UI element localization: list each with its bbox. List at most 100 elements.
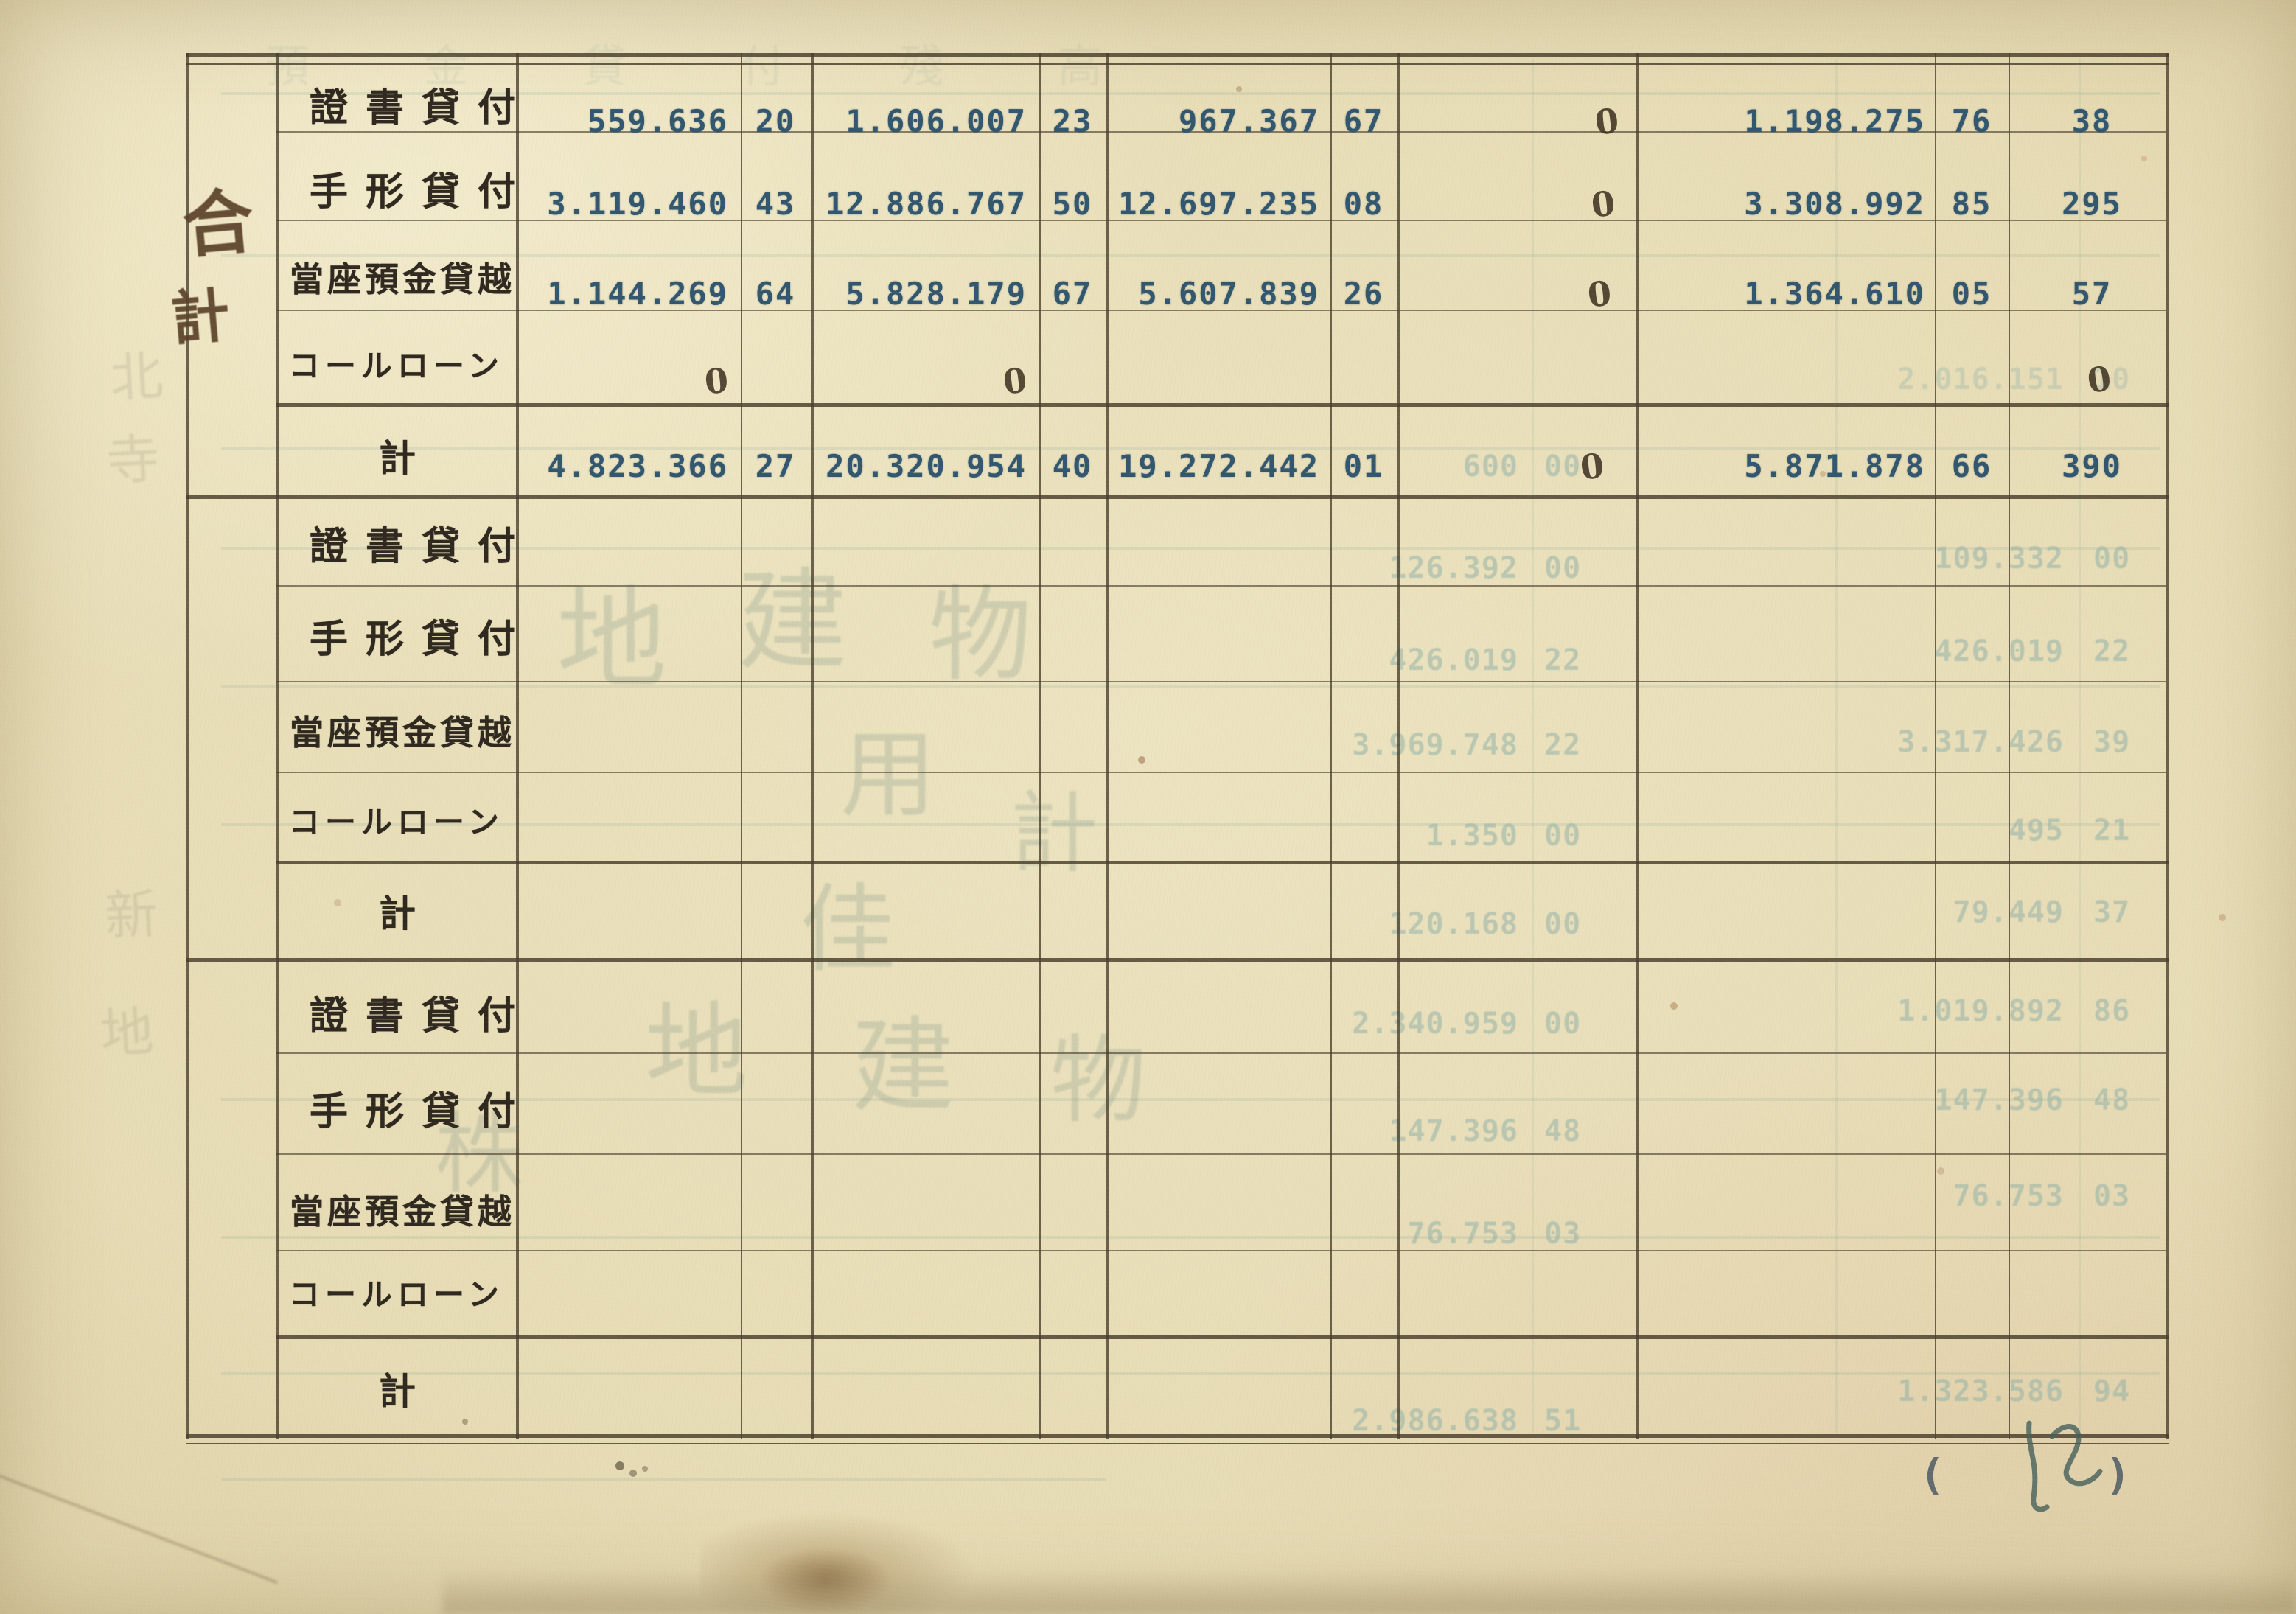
table-column-rule (811, 53, 814, 1439)
bleed-cents: 00 (1544, 819, 1582, 853)
ink-specks (0, 0, 4, 4)
bleed-cents: 51 (1544, 1404, 1582, 1438)
handwritten-zero: 0 (702, 360, 730, 402)
bleed-kanji-ghost: 用 (840, 723, 937, 829)
bleed-kanji-ghost: 物 (928, 579, 1033, 694)
row-label: 計 (379, 893, 416, 934)
row-label: 當座預金貸越 (290, 261, 515, 298)
table-column-rule (186, 53, 189, 1439)
table-column-rule (2166, 53, 2169, 1439)
table-row-rule (276, 1250, 2166, 1251)
bleed-amount: 147.396 (1934, 1083, 2064, 1117)
amount-cell: 20.320.954 (826, 448, 1027, 484)
bleed-column-line (1835, 59, 1838, 1433)
handwritten-zero: 0 (1589, 183, 1617, 226)
table-block-rule (186, 495, 2169, 499)
bleed-cents: 22 (1544, 728, 1582, 762)
amount-cell: 1.144.269 (547, 276, 728, 312)
bleed-header-ghost: 貸 (582, 43, 632, 91)
table-column-rule (1106, 53, 1109, 1439)
count-cell: 390 (2062, 448, 2122, 484)
table-row-rule (276, 1153, 2166, 1155)
bleed-amount: 76.753 (1953, 1179, 2064, 1213)
handwritten-zero: 0 (2084, 358, 2114, 401)
table-column-rule (1636, 53, 1639, 1439)
table-column-rule (2009, 53, 2010, 1439)
handwritten-zero: 0 (1585, 273, 1613, 315)
bleed-kanji-ghost: 佳 (799, 878, 896, 984)
bleed-amount: 109.332 (1934, 542, 2064, 576)
bleed-row-line (221, 447, 2160, 450)
bleed-cents: 94 (2093, 1374, 2131, 1408)
bleed-amount: 76.753 (1407, 1217, 1518, 1251)
bleed-row-line (221, 92, 2160, 95)
row-label: 手形貸付 (310, 1091, 534, 1133)
table-row-rule (276, 220, 2166, 221)
bleed-amount: 79.449 (1953, 895, 2064, 929)
amount-cell: 1.198.275 (1744, 103, 1925, 139)
count-cell: 295 (2062, 186, 2122, 222)
sen-cell: 66 (1951, 448, 1992, 484)
sen-cell: 05 (1951, 276, 1992, 312)
bleed-cents: 22 (1544, 643, 1582, 677)
bleed-row-line (221, 823, 2160, 826)
bleed-cents: 37 (2093, 895, 2131, 929)
amount-cell: 4.823.366 (547, 448, 728, 484)
bleed-amount: 2.016.151 (1897, 363, 2064, 396)
sen-cell: 43 (755, 186, 796, 222)
amount-cell: 1.606.007 (845, 103, 1027, 139)
table-column-rule (1330, 53, 1332, 1439)
bleed-header-ghost: 金 (424, 43, 474, 91)
amount-cell: 5.607.839 (1138, 276, 1319, 312)
bleed-cents: 22 (2093, 635, 2131, 668)
row-label: 計 (379, 1371, 416, 1412)
amount-cell: 967.367 (1178, 103, 1319, 139)
bleed-cents: 39 (2093, 725, 2131, 759)
bleed-amount: 1.019.892 (1897, 994, 2064, 1028)
table-block-rule (186, 1443, 2169, 1444)
table-row-rule (276, 681, 2166, 682)
sen-cell: 85 (1951, 186, 1992, 222)
amount-cell: 1.364.610 (1744, 276, 1925, 312)
amount-cell: 12.886.767 (826, 186, 1027, 222)
bleed-amount: 120.168 (1389, 907, 1518, 941)
bleed-amount: 126.392 (1389, 551, 1518, 585)
row-label: 手形貸付 (310, 619, 534, 661)
sen-cell: 64 (755, 276, 796, 312)
amount-cell: 19.272.442 (1118, 448, 1319, 484)
bleed-kanji-ghost: 計 (1010, 785, 1098, 883)
amount-cell: 5.871.878 (1744, 448, 1925, 484)
table-column-rule (516, 53, 519, 1439)
bleed-header-ghost: 高 (1058, 43, 1108, 91)
bleed-row-line (221, 547, 2160, 550)
bleed-amount: 147.396 (1389, 1114, 1518, 1148)
bleed-kanji-ghost: 物 (1050, 1029, 1147, 1135)
row-label: 當座預金貸越 (290, 1193, 515, 1231)
count-cell: 57 (2071, 276, 2112, 312)
sen-cell: 67 (1052, 276, 1093, 312)
bleed-amount: 2.340.959 (1352, 1007, 1518, 1041)
table-row-rule (276, 310, 2166, 311)
bleed-amount: 3.969.748 (1352, 728, 1518, 762)
bleed-kanji-ghost: 建 (736, 561, 848, 684)
sen-cell: 26 (1343, 276, 1384, 312)
handwritten-group-label-char: 合 (179, 182, 257, 267)
bleed-cents: 10 (2093, 363, 2131, 396)
row-label: 當座預金貸越 (290, 714, 515, 752)
row-label: 證書貸付 (310, 526, 534, 568)
bleed-row-line (221, 1478, 1106, 1481)
table-block-rule (186, 1434, 2169, 1438)
table-row-rule (276, 585, 2166, 587)
table-block-rule (186, 958, 2169, 962)
sen-cell: 27 (755, 448, 796, 484)
bleed-row-line (221, 1098, 2160, 1101)
bleed-cents: 00 (1544, 907, 1582, 941)
handwritten-zero: 0 (1593, 100, 1621, 143)
amount-cell: 12.697.235 (1118, 186, 1319, 222)
amount-cell: 3.119.460 (547, 186, 728, 222)
bleed-header-ghost: 殘 (899, 43, 949, 91)
bleed-amount: 426.019 (1934, 635, 2064, 668)
